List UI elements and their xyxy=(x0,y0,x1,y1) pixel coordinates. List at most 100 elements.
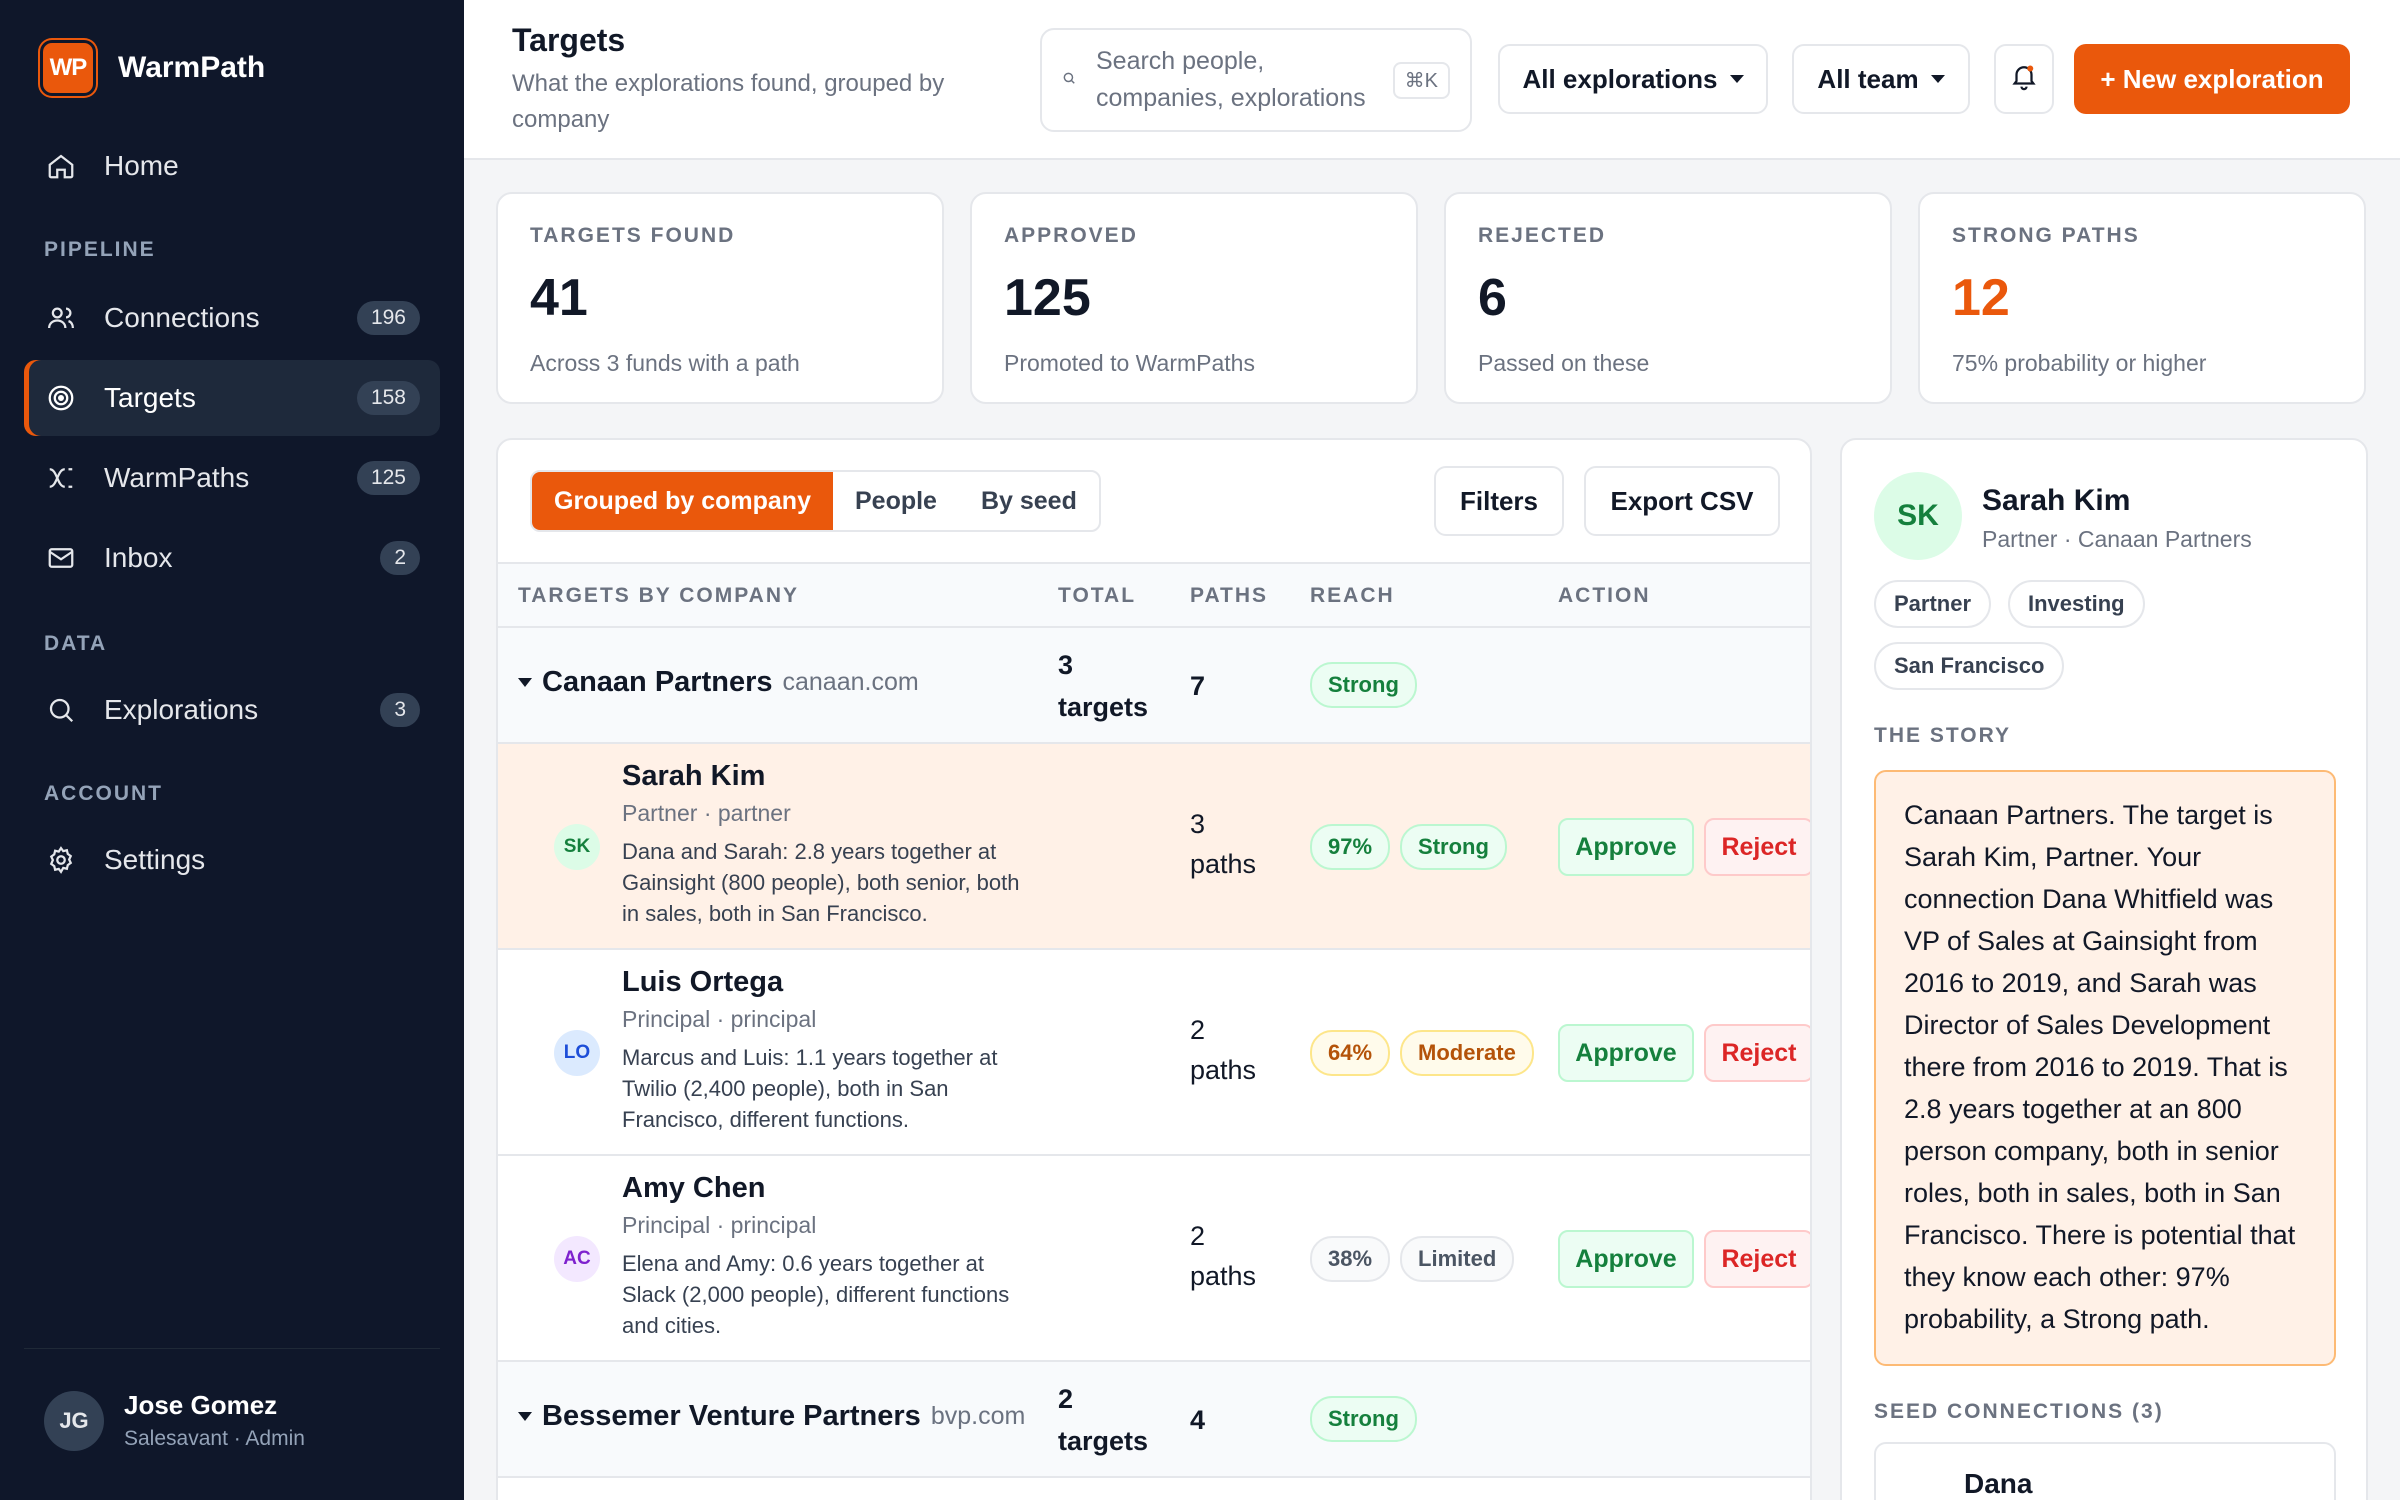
detail-role: Partner · Canaan Partners xyxy=(1982,526,2252,552)
paths-count: 2 xyxy=(1190,1221,1206,1251)
chevron-down-icon[interactable] xyxy=(518,678,532,687)
search-placeholder: Search people, companies, explorations xyxy=(1096,47,1366,112)
company-name: Bessemer Venture Partners xyxy=(542,1400,921,1432)
sidebar-item-explorations[interactable]: Explorations 3 xyxy=(24,672,440,748)
seed-name: Dana xyxy=(1964,1468,2033,1499)
filters-button[interactable]: Filters xyxy=(1434,466,1564,536)
export-csv-button[interactable]: Export CSV xyxy=(1584,466,1780,536)
person-role: Partner · partner xyxy=(622,800,791,826)
team-filter-dropdown[interactable]: All team xyxy=(1792,44,1970,114)
sidebar-item-settings[interactable]: Settings xyxy=(24,822,440,898)
divider xyxy=(24,1348,440,1349)
paths-count: 3 xyxy=(1190,809,1206,839)
page-title: Targets xyxy=(512,22,626,58)
table-row[interactable]: AC Amy Chen Principal · principal Elena … xyxy=(498,1156,1810,1362)
stat-label: APPROVED xyxy=(1004,224,1138,247)
chevron-down-icon[interactable] xyxy=(518,1412,532,1421)
user-name: Jose Gomez xyxy=(124,1390,278,1420)
company-group-row[interactable]: Canaan Partners canaan.com 3 targets 7 S… xyxy=(498,628,1810,744)
stat-value: 12 xyxy=(1952,269,2010,327)
person-connection-summary: Dana and Sarah: 2.8 years together at Ga… xyxy=(622,839,1020,926)
avatar: JG xyxy=(44,1390,104,1451)
avatar: SK xyxy=(554,824,600,870)
tab-by-seed[interactable]: By seed xyxy=(980,486,1077,515)
target-detail-panel: SK Sarah Kim Partner · Canaan Partners P… xyxy=(1840,438,2368,1500)
approve-button[interactable]: Approve xyxy=(1558,818,1694,876)
person-connection-summary: Elena and Amy: 0.6 years together at Sla… xyxy=(622,1251,1010,1338)
count-badge: 3 xyxy=(380,693,420,727)
column-header: ACTION xyxy=(1558,584,1651,607)
brand-logo: WP xyxy=(40,40,96,96)
notifications-button[interactable] xyxy=(1994,44,2054,114)
stat-card-strong-paths: STRONG PATHS 12 75% probability or highe… xyxy=(1918,192,2366,404)
tab-grouped-by-company[interactable]: Grouped by company xyxy=(532,472,833,530)
search-input[interactable]: Search people, companies, explorations ⌘… xyxy=(1040,28,1472,132)
tag: Partner xyxy=(1874,580,1992,628)
targets-table-card: Grouped by company People By seed Filter… xyxy=(496,438,1812,1500)
strength-badge: Limited xyxy=(1400,1236,1515,1282)
tab-people[interactable]: People xyxy=(854,486,937,515)
story-heading: THE STORY xyxy=(1874,724,2012,747)
count-badge: 158 xyxy=(356,381,420,415)
paths-unit: paths xyxy=(1190,1055,1257,1085)
reject-button[interactable]: Reject xyxy=(1704,818,1810,876)
sidebar-item-targets[interactable]: Targets 158 xyxy=(24,360,440,436)
stat-card-targets-found: TARGETS FOUND 41 Across 3 funds with a p… xyxy=(496,192,944,404)
column-header: TOTAL xyxy=(1058,584,1137,607)
reject-button[interactable]: Reject xyxy=(1704,1024,1810,1082)
total-count: 2 xyxy=(1058,1384,1074,1414)
seed-connection-card[interactable]: Dana xyxy=(1874,1442,2336,1500)
view-switcher: Grouped by company People By seed xyxy=(530,470,1101,532)
avatar: LO xyxy=(554,1030,600,1076)
strength-badge: Strong xyxy=(1400,824,1507,870)
reach-badge: Strong xyxy=(1310,662,1417,708)
paths-count: 2 xyxy=(1190,1015,1206,1045)
approve-button[interactable]: Approve xyxy=(1558,1024,1694,1082)
user-role: Salesavant · Admin xyxy=(124,1427,305,1450)
probability-badge: 64% xyxy=(1310,1030,1391,1076)
stat-label: STRONG PATHS xyxy=(1952,224,2140,247)
sidebar-item-label: Explorations xyxy=(104,694,259,725)
person-role: Principal · principal xyxy=(622,1006,817,1032)
stat-label: REJECTED xyxy=(1478,224,1607,247)
paths-icon xyxy=(44,461,78,495)
probability-badge: 38% xyxy=(1310,1236,1391,1282)
dropdown-label: All team xyxy=(1817,63,1919,94)
company-domain: canaan.com xyxy=(782,668,919,696)
count-badge: 196 xyxy=(356,301,420,335)
brand-name: WarmPath xyxy=(118,51,266,84)
search-icon xyxy=(44,693,78,727)
approve-button[interactable]: Approve xyxy=(1558,1230,1694,1288)
count-badge: 2 xyxy=(380,541,420,575)
stat-value: 125 xyxy=(1004,269,1091,327)
seed-connections-heading: SEED CONNECTIONS (3) xyxy=(1874,1400,2164,1423)
new-exploration-button[interactable]: + New exploration xyxy=(2074,44,2350,114)
user-profile[interactable]: JG Jose Gomez Salesavant · Admin xyxy=(44,1390,305,1451)
users-icon xyxy=(44,301,78,335)
reach-badge: Strong xyxy=(1310,1396,1417,1442)
column-header: PATHS xyxy=(1190,584,1269,607)
section-account: ACCOUNT xyxy=(44,782,163,805)
person-role: Principal · principal xyxy=(622,1212,817,1238)
total-unit: targets xyxy=(1058,1426,1149,1456)
sidebar-item-warmpaths[interactable]: WarmPaths 125 xyxy=(24,440,440,516)
stat-note: Promoted to WarmPaths xyxy=(1004,350,1255,376)
page-subtitle: What the explorations found, grouped by … xyxy=(512,70,945,133)
sidebar-item-inbox[interactable]: Inbox 2 xyxy=(24,520,440,596)
sidebar-item-connections[interactable]: Connections 196 xyxy=(24,280,440,356)
strength-badge: Moderate xyxy=(1400,1030,1534,1076)
stat-value: 41 xyxy=(530,269,588,327)
reject-button[interactable]: Reject xyxy=(1704,1230,1810,1288)
sidebar-item-home[interactable]: Home xyxy=(24,128,440,204)
paths-count: 7 xyxy=(1190,671,1206,701)
table-row[interactable]: LO Luis Ortega Principal · principal Mar… xyxy=(498,950,1810,1156)
table-row[interactable]: SK Sarah Kim Partner · partner Dana and … xyxy=(498,744,1810,950)
person-name: Sarah Kim xyxy=(622,760,766,792)
total-count: 3 xyxy=(1058,650,1074,680)
paths-count: 4 xyxy=(1190,1405,1206,1435)
sidebar-item-label: Settings xyxy=(104,844,206,875)
story-text: Canaan Partners. The target is Sarah Kim… xyxy=(1874,770,2336,1366)
company-group-row[interactable]: Bessemer Venture Partners bvp.com 2 targ… xyxy=(498,1362,1810,1478)
brand[interactable]: WP WarmPath xyxy=(40,40,265,96)
explorations-filter-dropdown[interactable]: All explorations xyxy=(1498,44,1768,114)
